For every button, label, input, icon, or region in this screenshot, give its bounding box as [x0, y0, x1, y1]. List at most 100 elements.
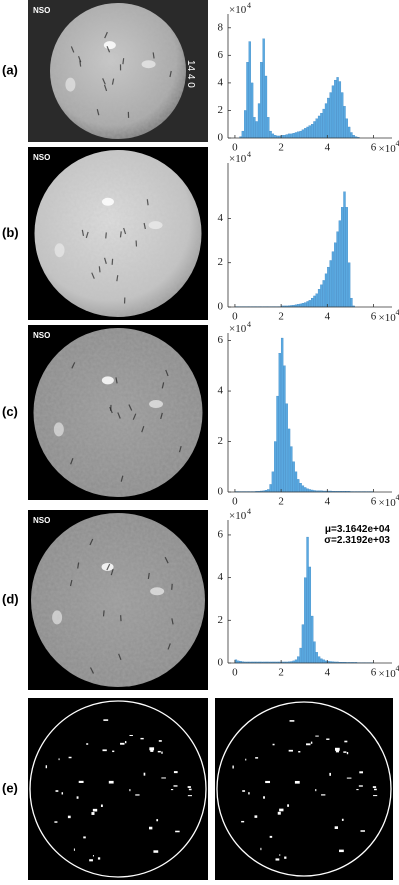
filament [70, 458, 74, 465]
filament [81, 229, 85, 237]
histogram-bar [336, 231, 339, 308]
histogram-bar [341, 207, 344, 308]
mask-feature [298, 751, 301, 753]
histogram-bar [294, 659, 298, 664]
filament [128, 404, 133, 411]
active-region [141, 60, 156, 69]
mask-feature [175, 830, 180, 833]
mask-feature [91, 812, 95, 815]
x-multiplier: ×10 [379, 668, 397, 680]
histogram-bar [327, 266, 330, 308]
mask-feature [287, 804, 290, 807]
histogram-bar [322, 659, 325, 664]
mask-feature [140, 737, 144, 740]
mask-feature [68, 756, 72, 759]
histogram-bar [241, 130, 245, 139]
mask-feature [269, 835, 273, 838]
filament [160, 412, 163, 420]
active-region [101, 197, 114, 206]
mask-feature [294, 780, 300, 784]
x-tick-label: 2 [278, 311, 284, 323]
mask-feature [265, 780, 271, 784]
mask-feature [310, 741, 313, 744]
histogram-bar [338, 81, 342, 139]
histogram-bar [343, 191, 346, 308]
x-tick-label: 6 [371, 311, 377, 323]
x-tick-label: 2 [278, 142, 284, 154]
filament [146, 199, 149, 206]
mask-feature [279, 808, 284, 812]
y-tick-label: 0 [218, 657, 224, 669]
filament [77, 55, 82, 63]
annotation: σ=2.3192e+03 [324, 535, 390, 546]
histogram-bar [324, 103, 328, 139]
active-region [150, 587, 165, 596]
histogram-bar [350, 132, 353, 139]
histogram-bar [304, 128, 307, 139]
histogram-bar [320, 658, 323, 664]
mask-feature [108, 780, 114, 784]
mask-feature [334, 747, 340, 751]
histogram-bar [292, 461, 295, 493]
histogram-bar [283, 365, 286, 493]
mask-feature [306, 743, 311, 746]
y-exponent: 4 [247, 507, 251, 516]
mask-feature [241, 820, 245, 823]
filament [169, 70, 172, 78]
histogram-bar [262, 38, 265, 139]
mask-feature [112, 750, 115, 753]
mask-feature [135, 794, 140, 796]
x-tick-label: 4 [325, 311, 331, 323]
histogram-bar [350, 297, 353, 308]
filament [85, 231, 89, 239]
histogram-bar [317, 289, 321, 308]
mask-feature [157, 750, 161, 753]
filament [70, 46, 75, 53]
histogram-bar [255, 121, 258, 139]
filament [109, 406, 113, 414]
disk-texture [34, 150, 202, 317]
mask-feature [248, 792, 250, 795]
mask-feature [360, 830, 365, 832]
x-tick-label: 0 [232, 496, 238, 508]
y-tick-label: 0 [218, 486, 224, 498]
histogram-bar [287, 428, 291, 493]
mask-feature [254, 815, 258, 818]
histogram-bar [267, 117, 270, 139]
filament [120, 475, 124, 482]
mask-feature [150, 749, 154, 752]
histogram-bar [345, 207, 348, 308]
histogram-bar [322, 280, 325, 308]
mask-feature [103, 719, 109, 721]
histogram-bar [301, 303, 305, 308]
mask-feature [279, 854, 281, 856]
filament [164, 556, 169, 564]
filament [104, 31, 108, 39]
filament [115, 377, 118, 384]
active-region [101, 562, 114, 571]
filament [102, 78, 106, 85]
mask-feature [321, 794, 326, 796]
mask-feature [92, 808, 98, 812]
histogram-bar [280, 337, 284, 493]
filament [116, 275, 119, 282]
active-region [103, 41, 116, 50]
filament [106, 46, 111, 53]
histogram-bar [341, 92, 344, 139]
mask-feature [260, 847, 262, 851]
histogram-bar [244, 110, 247, 139]
histogram-bar [304, 302, 307, 308]
histogram-bar [248, 41, 251, 139]
histogram-bar [297, 479, 300, 493]
mask-feature [275, 858, 280, 861]
histogram-bar [334, 242, 337, 308]
mask-feature [86, 743, 89, 745]
filament [71, 362, 76, 369]
histogram-bar [285, 403, 288, 493]
histogram-bar [311, 615, 314, 664]
y-multiplier: ×10 [229, 323, 247, 335]
disk-texture [50, 3, 186, 139]
filament [122, 58, 125, 65]
filament [69, 579, 73, 587]
